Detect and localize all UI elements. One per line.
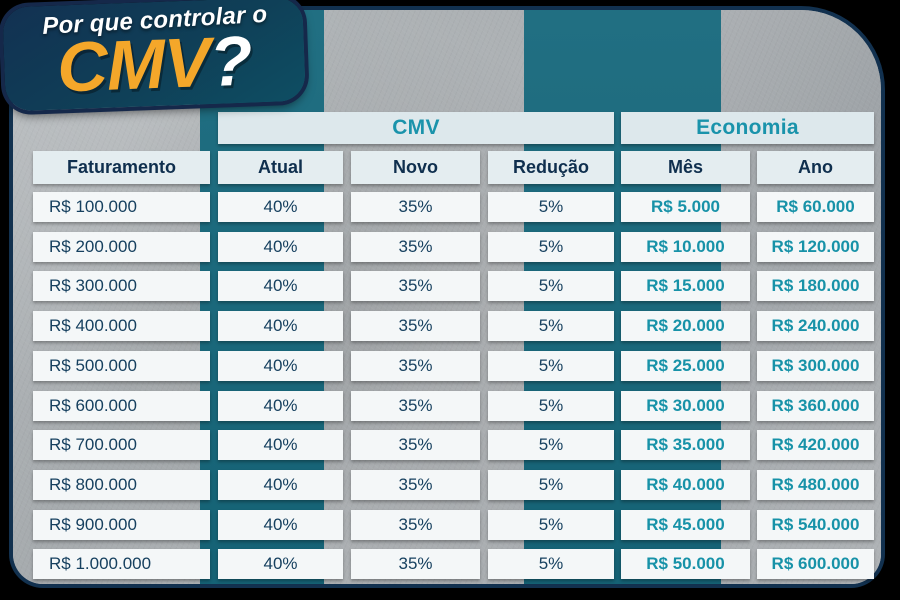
row-6-faturamento: R$ 600.000 [33,390,210,421]
row-3-m-s: R$ 15.000 [621,271,750,302]
row-9-m-s: R$ 45.000 [621,509,750,540]
row-10-ano: R$ 600.000 [757,549,874,580]
row-9-redu-o: 5% [488,509,614,540]
row-4-ano: R$ 240.000 [757,311,874,342]
column-header-redu-o: Redução [488,151,614,184]
row-5-m-s: R$ 25.000 [621,350,750,381]
row-4-m-s: R$ 20.000 [621,311,750,342]
row-9-atual: 40% [218,509,343,540]
row-6-m-s: R$ 30.000 [621,390,750,421]
badge-line-2: CMV? [3,19,306,110]
row-7-faturamento: R$ 700.000 [33,430,210,461]
row-8-m-s: R$ 40.000 [621,469,750,500]
row-3-redu-o: 5% [488,271,614,302]
row-2-novo: 35% [351,231,480,262]
row-2-ano: R$ 120.000 [757,231,874,262]
row-2-atual: 40% [218,231,343,262]
row-7-redu-o: 5% [488,430,614,461]
row-5-redu-o: 5% [488,350,614,381]
row-9-novo: 35% [351,509,480,540]
column-header-novo: Novo [351,151,480,184]
row-2-faturamento: R$ 200.000 [33,231,210,262]
row-5-atual: 40% [218,350,343,381]
row-9-faturamento: R$ 900.000 [33,509,210,540]
row-6-redu-o: 5% [488,390,614,421]
row-7-m-s: R$ 35.000 [621,430,750,461]
row-1-novo: 35% [351,192,480,222]
row-10-redu-o: 5% [488,549,614,580]
column-header-m-s: Mês [621,151,750,184]
row-3-atual: 40% [218,271,343,302]
row-3-ano: R$ 180.000 [757,271,874,302]
row-1-ano: R$ 60.000 [757,192,874,222]
badge-question-mark: ? [208,21,253,101]
group-header-economia: Economia [621,112,874,144]
column-header-faturamento: Faturamento [33,151,210,184]
row-8-atual: 40% [218,469,343,500]
row-5-faturamento: R$ 500.000 [33,350,210,381]
row-10-novo: 35% [351,549,480,580]
row-8-ano: R$ 480.000 [757,469,874,500]
row-6-atual: 40% [218,390,343,421]
column-header-atual: Atual [218,151,343,184]
row-4-atual: 40% [218,311,343,342]
row-7-ano: R$ 420.000 [757,430,874,461]
row-7-novo: 35% [351,430,480,461]
row-1-atual: 40% [218,192,343,222]
title-badge: Por que controlar o CMV? [2,0,306,112]
row-7-atual: 40% [218,430,343,461]
group-header-cmv: CMV [218,112,614,144]
row-5-novo: 35% [351,350,480,381]
row-5-ano: R$ 300.000 [757,350,874,381]
row-2-m-s: R$ 10.000 [621,231,750,262]
row-1-redu-o: 5% [488,192,614,222]
row-6-novo: 35% [351,390,480,421]
row-8-redu-o: 5% [488,469,614,500]
row-10-atual: 40% [218,549,343,580]
row-8-novo: 35% [351,469,480,500]
row-3-faturamento: R$ 300.000 [33,271,210,302]
row-10-m-s: R$ 50.000 [621,549,750,580]
column-header-ano: Ano [757,151,874,184]
row-2-redu-o: 5% [488,231,614,262]
row-4-novo: 35% [351,311,480,342]
row-1-faturamento: R$ 100.000 [33,192,210,222]
row-4-redu-o: 5% [488,311,614,342]
row-10-faturamento: R$ 1.000.000 [33,549,210,580]
badge-cmv-text: CMV [55,22,212,107]
row-3-novo: 35% [351,271,480,302]
row-4-faturamento: R$ 400.000 [33,311,210,342]
row-6-ano: R$ 360.000 [757,390,874,421]
row-8-faturamento: R$ 800.000 [33,469,210,500]
row-1-m-s: R$ 5.000 [621,192,750,222]
row-9-ano: R$ 540.000 [757,509,874,540]
